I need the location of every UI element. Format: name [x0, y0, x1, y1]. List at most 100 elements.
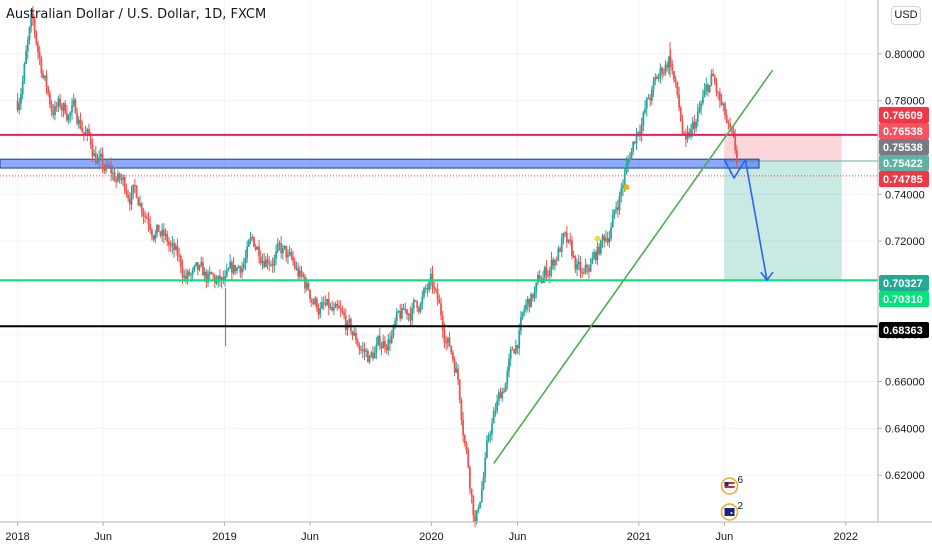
candle-body [608, 238, 611, 243]
candle-body [113, 172, 116, 181]
short-position-stop-zone [724, 133, 842, 162]
candle-body [491, 423, 493, 435]
candle-body [259, 256, 262, 264]
candle-body [144, 216, 147, 218]
us-flag-canton [724, 482, 729, 486]
candle-body [117, 173, 119, 182]
candle-body [514, 345, 517, 354]
candle-body [501, 391, 504, 399]
candle-body [341, 310, 344, 313]
candle-body [210, 272, 213, 275]
candle-body [599, 240, 602, 254]
candle-body [339, 308, 342, 311]
candle-body [338, 305, 340, 309]
candle-body [190, 274, 192, 276]
candle-body [503, 391, 505, 393]
candle-body [115, 180, 118, 182]
candle-body [494, 410, 497, 412]
candle-body [285, 245, 288, 258]
candle-body [572, 255, 575, 257]
candle-body [574, 256, 577, 270]
candle-body [690, 129, 692, 137]
candle-body [644, 108, 646, 113]
candle-body [135, 185, 138, 198]
candle-body [480, 489, 483, 502]
currency-button[interactable]: USD [891, 6, 921, 25]
candle-body [708, 85, 711, 92]
candle-body [86, 129, 89, 134]
candles-layer [16, 6, 738, 528]
price-axis-label: 0.76609 [883, 110, 923, 122]
candle-body [679, 107, 682, 122]
candle-body [412, 300, 415, 309]
candle-body [234, 264, 237, 272]
candle-body [509, 349, 512, 360]
candle-body [661, 67, 663, 74]
candle-body [96, 161, 99, 164]
candle-body [710, 73, 713, 86]
candle-body [326, 298, 328, 305]
candle-body [452, 352, 454, 360]
event-badges-layer[interactable]: 62 [720, 475, 744, 521]
candle-body [434, 288, 437, 290]
candle-body [392, 325, 395, 336]
candle-body [712, 73, 714, 77]
candle-body [630, 151, 633, 160]
candle-body [610, 227, 612, 239]
event-badge-count: 6 [738, 475, 744, 486]
candle-body [232, 264, 235, 273]
candle-body [453, 359, 456, 373]
price-axis-label-bg [879, 291, 929, 307]
candle-body [667, 56, 670, 68]
price-axis-label-bg [879, 123, 929, 139]
candle-body [460, 399, 463, 420]
candle-body [191, 269, 194, 275]
us-flag-stripe [724, 482, 735, 484]
candle-body [25, 51, 27, 64]
candle-body [173, 242, 175, 251]
candle-body [735, 150, 738, 164]
candle-body [582, 272, 585, 274]
candle-body [161, 229, 164, 236]
candle-body [673, 71, 675, 80]
candle-body [91, 144, 94, 157]
candle-body [497, 392, 500, 402]
candle-body [368, 355, 371, 363]
candle-body [492, 411, 495, 424]
candle-body [47, 86, 50, 94]
candle-body [664, 64, 667, 74]
candle-body [423, 288, 425, 297]
candle-body [457, 368, 459, 380]
candle-body [686, 132, 689, 140]
candle-body [606, 238, 609, 243]
candle-body [591, 258, 594, 265]
candle-body [399, 310, 402, 319]
dividend-marker [594, 235, 601, 242]
candle-body [470, 488, 473, 496]
candle-body [417, 307, 420, 312]
candle-body [171, 242, 174, 246]
candle-body [725, 114, 728, 123]
candle-body [477, 507, 480, 511]
candle-body [701, 96, 704, 104]
candle-body [84, 133, 87, 135]
au-flag-star [730, 512, 733, 514]
candle-body [496, 401, 499, 411]
candle-body [103, 165, 106, 171]
candle-body [293, 261, 296, 269]
candle-body [366, 351, 369, 363]
candle-body [229, 261, 232, 269]
candle-body [271, 264, 274, 266]
candle-body [373, 352, 376, 359]
candle-body [525, 304, 527, 310]
ascending-trendline [493, 69, 774, 464]
candle-body [353, 332, 356, 336]
candle-body [414, 300, 417, 302]
candle-body [176, 245, 179, 256]
candle-body [292, 256, 294, 262]
candle-body [127, 194, 130, 199]
candle-body [377, 335, 379, 345]
candle-body [732, 130, 735, 136]
